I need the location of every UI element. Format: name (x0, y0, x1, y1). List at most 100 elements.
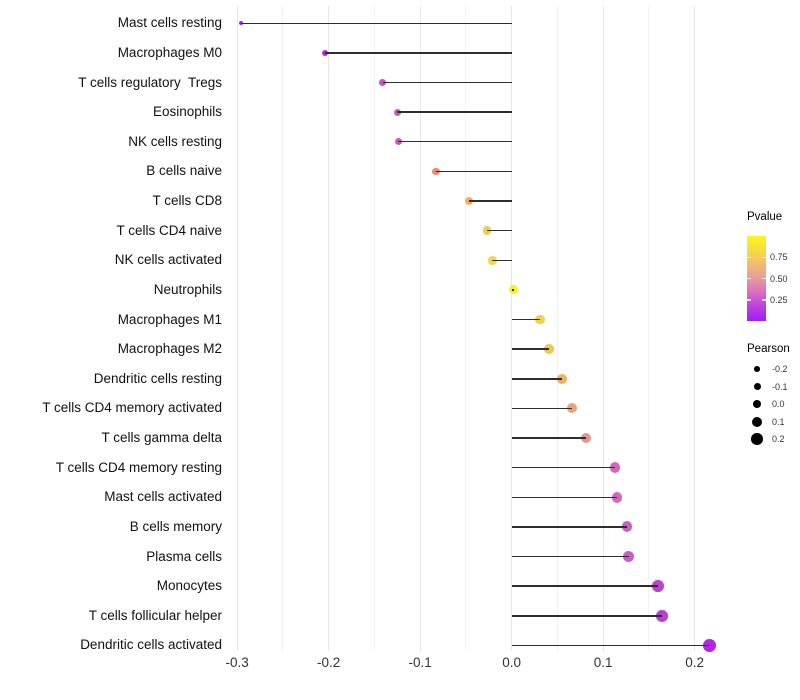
category-label: Eosinophils (152, 104, 222, 120)
lollipop-dot (652, 580, 664, 592)
category-label: Plasma cells (146, 548, 222, 564)
category-label: Monocytes (156, 578, 222, 594)
category-label: T cells CD4 naive (116, 222, 222, 238)
minor-gridline (373, 6, 375, 651)
lollipop-dot (431, 167, 440, 176)
lollipop-stem (397, 111, 512, 113)
lollipop-stem (511, 378, 562, 380)
lollipop-stem (325, 52, 512, 54)
x-tick-label: 0.1 (593, 655, 613, 670)
category-label: Dendritic cells resting (93, 370, 222, 386)
pearson-legend-title: Pearson (747, 343, 790, 355)
pearson-tick-label: -0.2 (772, 364, 788, 374)
minor-gridline (465, 6, 467, 651)
pvalue-legend-title: Pvalue (747, 211, 783, 223)
lollipop-stem (511, 407, 573, 410)
lollipop-stem (435, 170, 512, 173)
category-label: Macrophages M2 (117, 341, 222, 357)
lollipop-stem (511, 585, 659, 587)
lollipop-stem (511, 615, 662, 617)
lollipop-stem (492, 259, 512, 261)
lollipop-dot (535, 314, 545, 325)
lollipop-stem (486, 229, 512, 232)
pvalue-colorbar-tick (762, 299, 766, 301)
category-label: NK cells resting (128, 133, 222, 149)
lollipop-dot (623, 551, 635, 563)
pvalue-tick-label: 0.50 (770, 273, 788, 284)
lollipop-stem (511, 289, 514, 291)
lollipop-dot (621, 521, 633, 533)
category-label: T cells CD4 memory activated (42, 400, 222, 416)
category-label: NK cells activated (114, 252, 222, 268)
category-label: Macrophages M0 (117, 44, 222, 60)
lollipop-dot (567, 403, 578, 414)
major-gridline (328, 6, 330, 651)
category-label: T cells CD4 memory resting (55, 459, 222, 475)
x-tick-label: 0.0 (502, 655, 522, 670)
pearson-tick-label: 0.0 (772, 399, 785, 409)
lollipop-stem (511, 644, 710, 647)
pearson-legend-dot (753, 383, 761, 390)
pearson-tick-label: -0.1 (772, 381, 788, 392)
lollipop-stem (511, 526, 627, 528)
x-tick-label: -0.3 (225, 655, 249, 670)
pvalue-colorbar-tick (747, 256, 751, 258)
lollipop-stem (240, 22, 512, 24)
minor-gridline (648, 6, 650, 651)
x-tick-label: -0.2 (317, 655, 341, 670)
major-gridline (236, 6, 238, 651)
x-tick-label: 0.2 (685, 655, 705, 670)
category-label: T cells follicular helper (88, 607, 222, 623)
major-gridline (419, 6, 421, 651)
pvalue-colorbar-tick (762, 277, 766, 280)
lollipop-dot (703, 639, 716, 652)
pvalue-colorbar-tick (747, 277, 751, 280)
pearson-legend-dot (752, 399, 762, 409)
lollipop-dot (609, 462, 621, 474)
lollipop-stem (511, 348, 550, 350)
category-label: B cells memory (129, 518, 222, 534)
category-label: Mast cells resting (117, 15, 222, 31)
major-gridline (694, 6, 696, 651)
category-label: Macrophages M1 (117, 311, 222, 327)
lollipop-stem (511, 437, 586, 439)
lollipop-dot (238, 21, 243, 26)
x-tick-label: -0.1 (408, 655, 432, 670)
pearson-tick-label: 0.1 (772, 416, 785, 427)
pvalue-colorbar (747, 236, 766, 321)
minor-gridline (556, 6, 558, 651)
lollipop-stem (511, 496, 617, 498)
category-label: Neutrophils (153, 281, 222, 297)
pvalue-tick-label: 0.25 (770, 294, 788, 305)
pvalue-colorbar-tick (762, 256, 766, 258)
lollipop-dot (611, 491, 623, 503)
pvalue-colorbar-tick (747, 299, 751, 301)
category-label: Dendritic cells activated (80, 637, 222, 653)
major-gridline (511, 6, 513, 651)
category-label: B cells naive (146, 163, 222, 179)
pearson-tick-label: 0.2 (772, 434, 785, 444)
pearson-legend-dot (752, 416, 762, 427)
lollipop-dot (544, 344, 554, 354)
lollipop-dot (509, 285, 519, 295)
lollipop-stem (468, 200, 512, 202)
pearson-legend-dot (751, 433, 763, 445)
category-label: T cells regulatory Tregs (78, 74, 222, 90)
category-label: T cells CD8 (152, 193, 222, 209)
pearson-legend-dot (754, 366, 760, 372)
minor-gridline (282, 6, 284, 651)
lollipop-dot (557, 373, 567, 384)
lollipop-dot (488, 256, 497, 265)
lollipop-dot (655, 610, 668, 622)
lollipop-stem (382, 81, 512, 84)
category-label: T cells gamma delta (101, 430, 222, 446)
lollipop-stem (511, 555, 629, 558)
pvalue-tick-label: 0.75 (770, 252, 788, 263)
lollipop-dot (580, 432, 591, 444)
lollipop-stem (511, 466, 616, 469)
lollipop-stem (398, 141, 512, 143)
major-gridline (602, 6, 604, 651)
category-label: Mast cells activated (104, 489, 222, 505)
lollipop-stem (511, 318, 541, 321)
